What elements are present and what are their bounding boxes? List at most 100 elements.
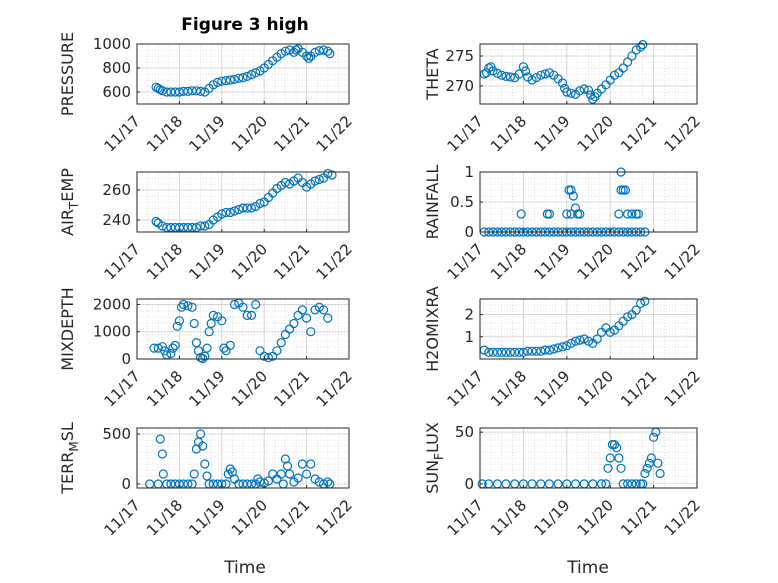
data-point [191,338,201,348]
data-point [234,204,244,215]
data-point [540,345,550,355]
data-point [319,305,329,315]
x-tick-label: 11/18 [487,496,530,539]
axes-mixdepth: 0 1000 2000 11/17 11/18 11/19 11/20 11/21 11/22 M… [58,287,356,410]
data-point [238,302,248,312]
data-point [644,458,654,468]
data-point [568,191,578,201]
data-point [648,432,659,442]
data-point [217,209,227,219]
data-point [263,476,273,486]
data-point [566,338,576,348]
x-tick-label: 11/18 [143,496,186,539]
data-point [302,313,312,323]
x-tick-label: 11/20 [228,367,271,410]
data-point [253,474,263,484]
data-point [242,310,252,320]
data-point [575,209,585,219]
data-point [640,468,650,479]
x-tick-label: 11/17 [101,496,144,539]
data-point [198,441,208,451]
data-point [562,209,572,219]
data-point [583,336,594,346]
data-point [605,453,615,463]
data-point [196,221,206,231]
data-point [618,63,628,73]
data-point [505,72,515,82]
data-point [189,318,199,329]
data-point [168,343,178,353]
x-tick-label: 11/19 [530,240,573,283]
y-axis-label: RAINFALL [423,165,442,240]
x-tick-label: 11/21 [617,367,660,410]
data-point [158,469,168,479]
data-point [633,209,644,219]
y-tick-label: 1000 [93,35,131,53]
data-point [221,207,231,218]
data-point [323,168,333,179]
data-point [187,302,197,312]
x-tick-label: 11/19 [530,496,573,539]
x-tick-label: 11/18 [487,367,530,410]
data-point [566,185,576,195]
data-point [520,66,531,76]
data-point [627,51,637,61]
data-point [251,68,261,78]
y-tick-label: 0 [121,350,131,368]
data-point [622,57,633,67]
data-point [183,301,193,311]
data-point [242,203,252,213]
data-point [646,453,657,463]
data-point [605,327,615,337]
data-point [570,336,581,346]
axes-theta: 270 275 11/17 11/18 11/19 11/20 11/21 11/22 THET… [423,39,704,155]
data-point [622,312,633,322]
y-axis-label: TERRMSL [58,422,81,495]
data-point [616,463,626,473]
x-tick-label: 11/17 [444,240,487,283]
y-tick-label: 0 [121,475,131,493]
data-point [486,62,496,72]
data-point [642,463,652,473]
data-point [251,299,261,310]
data-point [221,75,231,86]
data-point [536,70,546,80]
axes-frame [479,427,698,489]
x-tick-label: 11/19 [185,496,228,539]
y-tick-label: 1 [464,328,474,346]
data-point [622,209,633,219]
figure-title: Figure 3 high [181,15,309,35]
data-point [620,185,631,195]
data-point [229,206,240,216]
data-point [291,45,301,55]
data-point [225,207,235,218]
data-point [242,71,252,82]
data-point [157,221,167,231]
data-point [635,42,646,52]
data-point [193,346,204,356]
data-point [246,69,257,80]
data-point [306,459,316,469]
data-point [206,318,216,329]
x-tick-label: 11/20 [228,496,271,539]
data-point [516,209,526,219]
y-axis-label: THETA [423,48,442,100]
data-point [289,318,299,329]
data-point [176,302,187,312]
x-tick-label: 11/22 [313,112,356,155]
data-point [229,299,240,310]
x-tick-label: 11/17 [101,240,144,283]
data-point [276,338,286,348]
x-tick-label: 11/18 [143,112,186,155]
y-tick-label: 260 [102,181,131,199]
x-tick-label: 11/22 [661,367,704,410]
data-point [653,458,663,468]
data-point [155,434,165,444]
data-point [501,71,511,82]
data-point [614,209,624,219]
data-point [285,469,295,479]
data-point [323,477,333,487]
y-axis-label: H2OMIXRA [423,286,442,372]
data-point [531,72,542,83]
